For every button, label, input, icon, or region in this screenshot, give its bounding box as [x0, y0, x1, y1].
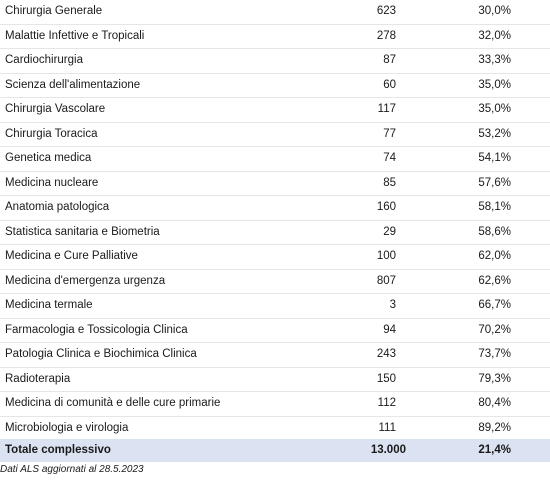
row-count: 807: [376, 274, 396, 287]
row-count: 74: [383, 152, 396, 164]
table-row: Chirurgia Generale 623 30,0%: [0, 0, 550, 25]
row-name: Anatomia patologica: [5, 201, 110, 213]
row-percent: 79,3%: [478, 372, 511, 385]
row-count: 623: [376, 5, 396, 17]
row-count: 243: [376, 348, 396, 360]
row-count: 160: [376, 201, 396, 213]
row-percent: 58,1%: [478, 201, 511, 213]
row-name: Chirurgia Toracica: [5, 127, 98, 140]
row-percent: 73,7%: [478, 348, 511, 360]
row-percent: 89,2%: [478, 421, 511, 434]
total-count: 13.000: [370, 444, 406, 456]
table-row: Medicina nucleare 85 57,6%: [0, 172, 550, 196]
table-row: Radioterapia 150 79,3%: [0, 368, 550, 392]
row-count: 77: [383, 127, 396, 140]
row-percent: 54,1%: [478, 152, 511, 164]
data-table: Chirurgia Generale 623 30,0% Malattie Infet…: [0, 0, 550, 441]
table-row: Patologia Clinica e Biochimica Clinica 24…: [0, 343, 550, 368]
row-name: Chirurgia Vascolare: [5, 103, 106, 115]
row-percent: 30,0%: [478, 5, 511, 17]
row-count: 87: [383, 54, 396, 66]
total-label: Totale complessivo: [5, 444, 111, 456]
row-percent: 62,6%: [478, 274, 511, 287]
row-count: 85: [383, 176, 396, 189]
row-percent: 57,6%: [478, 176, 511, 189]
row-name: Cardiochirurgia: [5, 54, 83, 66]
row-percent: 62,0%: [478, 250, 511, 262]
row-count: 111: [378, 421, 396, 434]
table-row: Medicina di comunità e delle cure primar…: [0, 392, 550, 417]
row-percent: 70,2%: [478, 323, 511, 336]
row-name: Microbiologia e virologia: [5, 421, 129, 434]
table-row: Medicina d'emergenza urgenza 807 62,6%: [0, 270, 550, 294]
row-name: Medicina termale: [5, 299, 93, 311]
row-name: Genetica medica: [5, 152, 92, 164]
row-count: 94: [383, 323, 396, 336]
row-count: 117: [377, 103, 396, 115]
row-percent: 53,2%: [478, 127, 511, 140]
table-row: Chirurgia Toracica 77 53,2%: [0, 123, 550, 147]
row-name: Farmacologia e Tossicologia Clinica: [5, 323, 188, 336]
table-row: Medicina e Cure Palliative 100 62,0%: [0, 245, 550, 270]
row-name: Medicina nucleare: [5, 176, 99, 189]
row-name: Medicina e Cure Palliative: [5, 250, 138, 262]
row-name: Patologia Clinica e Biochimica Clinica: [5, 348, 197, 360]
row-count: 278: [376, 29, 396, 42]
table-row: Cardiochirurgia 87 33,3%: [0, 49, 550, 74]
row-name: Medicina di comunità e delle cure primar…: [5, 397, 221, 409]
table-row: Microbiologia e virologia 111 89,2%: [0, 417, 550, 441]
table-row: Malattie Infettive e Tropicali 278 32,0%: [0, 25, 550, 49]
table-row: Statistica sanitaria e Biometria 29 58,6%: [0, 221, 550, 245]
row-percent: 66,7%: [478, 299, 511, 311]
table-row: Farmacologia e Tossicologia Clinica 94 70,…: [0, 319, 550, 343]
row-percent: 35,0%: [478, 103, 511, 115]
row-name: Chirurgia Generale: [5, 5, 103, 17]
source-note: Dati ALS aggiornati al 28.5.2023: [0, 464, 144, 475]
row-percent: 35,0%: [478, 78, 511, 91]
row-count: 100: [376, 250, 396, 262]
row-count: 112: [377, 397, 396, 409]
row-name: Radioterapia: [5, 372, 71, 385]
row-name: Medicina d'emergenza urgenza: [5, 274, 166, 287]
total-percent: 21,4%: [478, 444, 511, 456]
table-row: Genetica medica 74 54,1%: [0, 147, 550, 172]
table-row: Scienza dell'alimentazione 60 35,0%: [0, 74, 550, 98]
row-percent: 58,6%: [478, 225, 511, 238]
table-row: Anatomia patologica 160 58,1%: [0, 196, 550, 221]
row-count: 29: [383, 225, 396, 238]
row-name: Scienza dell'alimentazione: [5, 78, 141, 91]
row-percent: 32,0%: [478, 29, 511, 42]
row-count: 60: [383, 78, 396, 91]
table-row: Medicina termale 3 66,7%: [0, 294, 550, 319]
row-name: Statistica sanitaria e Biometria: [5, 225, 160, 238]
row-count: 150: [376, 372, 396, 385]
row-percent: 33,3%: [478, 54, 511, 66]
total-row: Totale complessivo 13.000 21,4%: [0, 439, 550, 462]
row-name: Malattie Infettive e Tropicali: [5, 29, 145, 42]
table-row: Chirurgia Vascolare 117 35,0%: [0, 98, 550, 123]
row-percent: 80,4%: [478, 397, 511, 409]
row-count: 3: [389, 299, 396, 311]
